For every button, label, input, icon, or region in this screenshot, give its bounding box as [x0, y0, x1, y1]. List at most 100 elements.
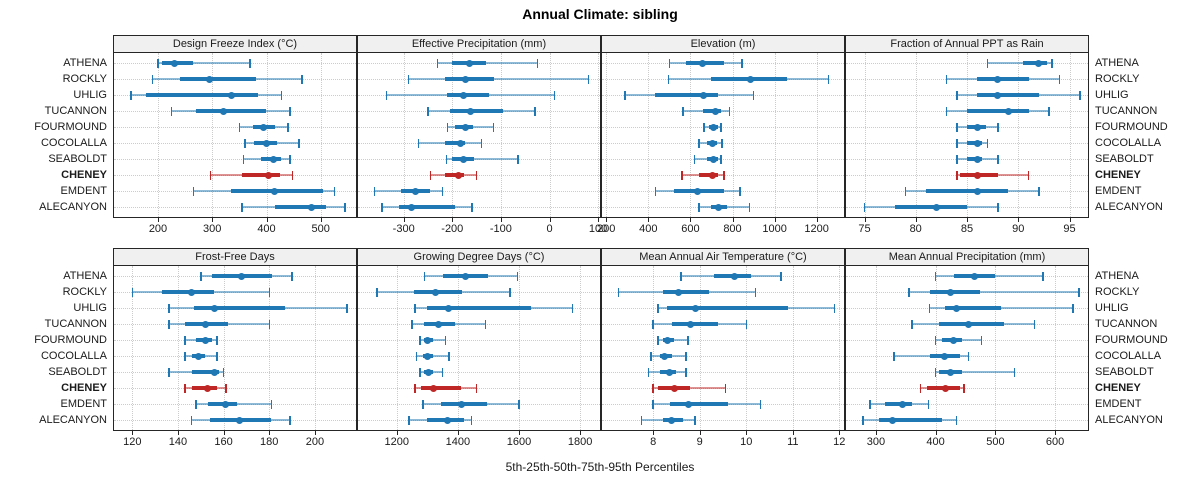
gridline-vertical	[158, 53, 159, 217]
whisker-cap-95th	[759, 399, 761, 409]
bar-25th-75th	[926, 189, 1008, 193]
whisker-cap-95th	[997, 154, 999, 164]
row-label-right: ALECANYON	[1095, 201, 1163, 213]
bar-25th-75th	[977, 77, 1029, 81]
median-dot	[270, 155, 277, 163]
median-dot	[425, 368, 433, 376]
gridline-vertical	[500, 53, 502, 217]
whisker-cap-5th	[168, 367, 170, 377]
median-dot	[973, 187, 981, 195]
row-label-right: EMDENT	[1095, 398, 1142, 410]
whisker-cap-95th	[721, 138, 723, 148]
median-dot	[994, 75, 1002, 83]
whisker-cap-95th	[268, 287, 270, 297]
whisker-cap-5th	[904, 186, 907, 196]
whisker-cap-5th	[381, 202, 383, 212]
axis-tick-label: 400	[639, 223, 658, 235]
gridline-vertical	[792, 266, 794, 430]
row-label-left: ATHENA	[63, 270, 107, 282]
gridline-vertical	[690, 53, 692, 217]
axis-tick-label: -100	[489, 223, 512, 235]
whisker-cap-95th	[723, 170, 725, 180]
panel-header: Growing Degree Days (°C)	[358, 249, 600, 266]
bar-25th-75th	[929, 290, 981, 294]
row-label-left: ROCKLY	[62, 286, 107, 298]
median-dot	[715, 203, 723, 211]
whisker-cap-5th	[436, 58, 439, 68]
gridline-vertical	[223, 266, 225, 430]
axis-tick-label: 10	[740, 436, 753, 448]
whisker-cap-95th	[752, 90, 755, 100]
bar-25th-75th	[698, 173, 718, 177]
axis-tick-label: 1200	[384, 436, 410, 448]
whisker-cap-5th	[241, 202, 243, 212]
median-dot	[899, 400, 907, 408]
whisker-cap-5th	[244, 138, 246, 148]
bar-25th-75th	[671, 322, 719, 326]
whisker-cap-95th	[441, 367, 444, 377]
whisker-cap-95th	[509, 287, 511, 297]
axis-tick-mark	[266, 218, 268, 222]
whisker-cap-5th	[919, 383, 922, 393]
row-label-left: COCOLALLA	[40, 350, 107, 362]
median-dot	[710, 123, 717, 131]
median-dot	[423, 336, 431, 344]
panel-plot	[114, 266, 356, 430]
whisker-cap-5th	[911, 319, 913, 329]
median-dot	[710, 155, 717, 163]
whisker-cap-95th	[517, 154, 519, 164]
whisker-cap-5th	[184, 351, 186, 361]
row-label-right: UHLIG	[1095, 89, 1129, 101]
whisker-cap-5th	[869, 399, 871, 409]
axis-tick-label: 200	[148, 223, 168, 235]
median-dot	[965, 320, 972, 328]
whisker-cap-5th	[862, 415, 864, 425]
median-dot	[691, 304, 699, 312]
whisker-cap-95th	[685, 367, 687, 377]
whisker-cap-5th	[934, 335, 937, 345]
whisker-cap-5th	[956, 154, 958, 164]
gridline-horizontal	[602, 159, 844, 160]
panel-mean-annual-precipitation-mm: Mean Annual Precipitation (mm)	[845, 248, 1089, 431]
whisker-cap-95th	[291, 170, 294, 180]
whisker-cap-5th	[617, 287, 619, 297]
whisker-cap-95th	[441, 186, 444, 196]
whisker-cap-5th	[945, 74, 948, 84]
whisker-cap-5th	[956, 170, 958, 180]
median-dot	[888, 416, 896, 424]
gridline-horizontal	[358, 420, 600, 421]
gridline-horizontal	[602, 420, 844, 421]
whisker-cap-5th	[681, 170, 683, 180]
whisker-cap-5th	[652, 399, 654, 409]
axis-tick-label: 85	[960, 223, 974, 235]
gridline-vertical	[580, 266, 582, 430]
whisker-cap-95th	[986, 138, 989, 148]
whisker-cap-5th	[667, 74, 669, 84]
whisker-5th-95th	[987, 62, 1053, 64]
bar-25th-75th	[193, 306, 286, 310]
row-label-right: ROCKLY	[1095, 286, 1140, 298]
row-label-left: ROCKLY	[62, 73, 107, 85]
median-dot	[443, 416, 451, 424]
panel-elevation-m: Elevation (m)	[601, 35, 845, 218]
panel-title: Growing Degree Days (°C)	[413, 250, 545, 263]
gridline-horizontal	[358, 372, 600, 373]
panel-title: Mean Annual Air Temperature (°C)	[639, 250, 807, 263]
gridline-horizontal	[114, 159, 356, 160]
gridline-horizontal	[602, 143, 844, 144]
row-label-left: TUCANNON	[44, 105, 107, 117]
median-dot	[219, 107, 227, 115]
panel-plot	[358, 53, 600, 217]
whisker-cap-5th	[376, 287, 378, 297]
axis-tick-label: 600	[1045, 436, 1065, 448]
row-label-left: COCOLALLA	[40, 137, 107, 149]
whisker-cap-95th	[492, 122, 495, 132]
median-dot	[950, 336, 958, 344]
row-label-left: CHENEY	[61, 382, 107, 394]
whisker-cap-95th	[1027, 170, 1030, 180]
whisker-cap-95th	[225, 383, 227, 393]
median-dot	[188, 288, 196, 296]
gridline-vertical	[875, 266, 877, 430]
axis-tick-mark	[935, 431, 937, 435]
axis-tick-mark	[549, 218, 551, 222]
